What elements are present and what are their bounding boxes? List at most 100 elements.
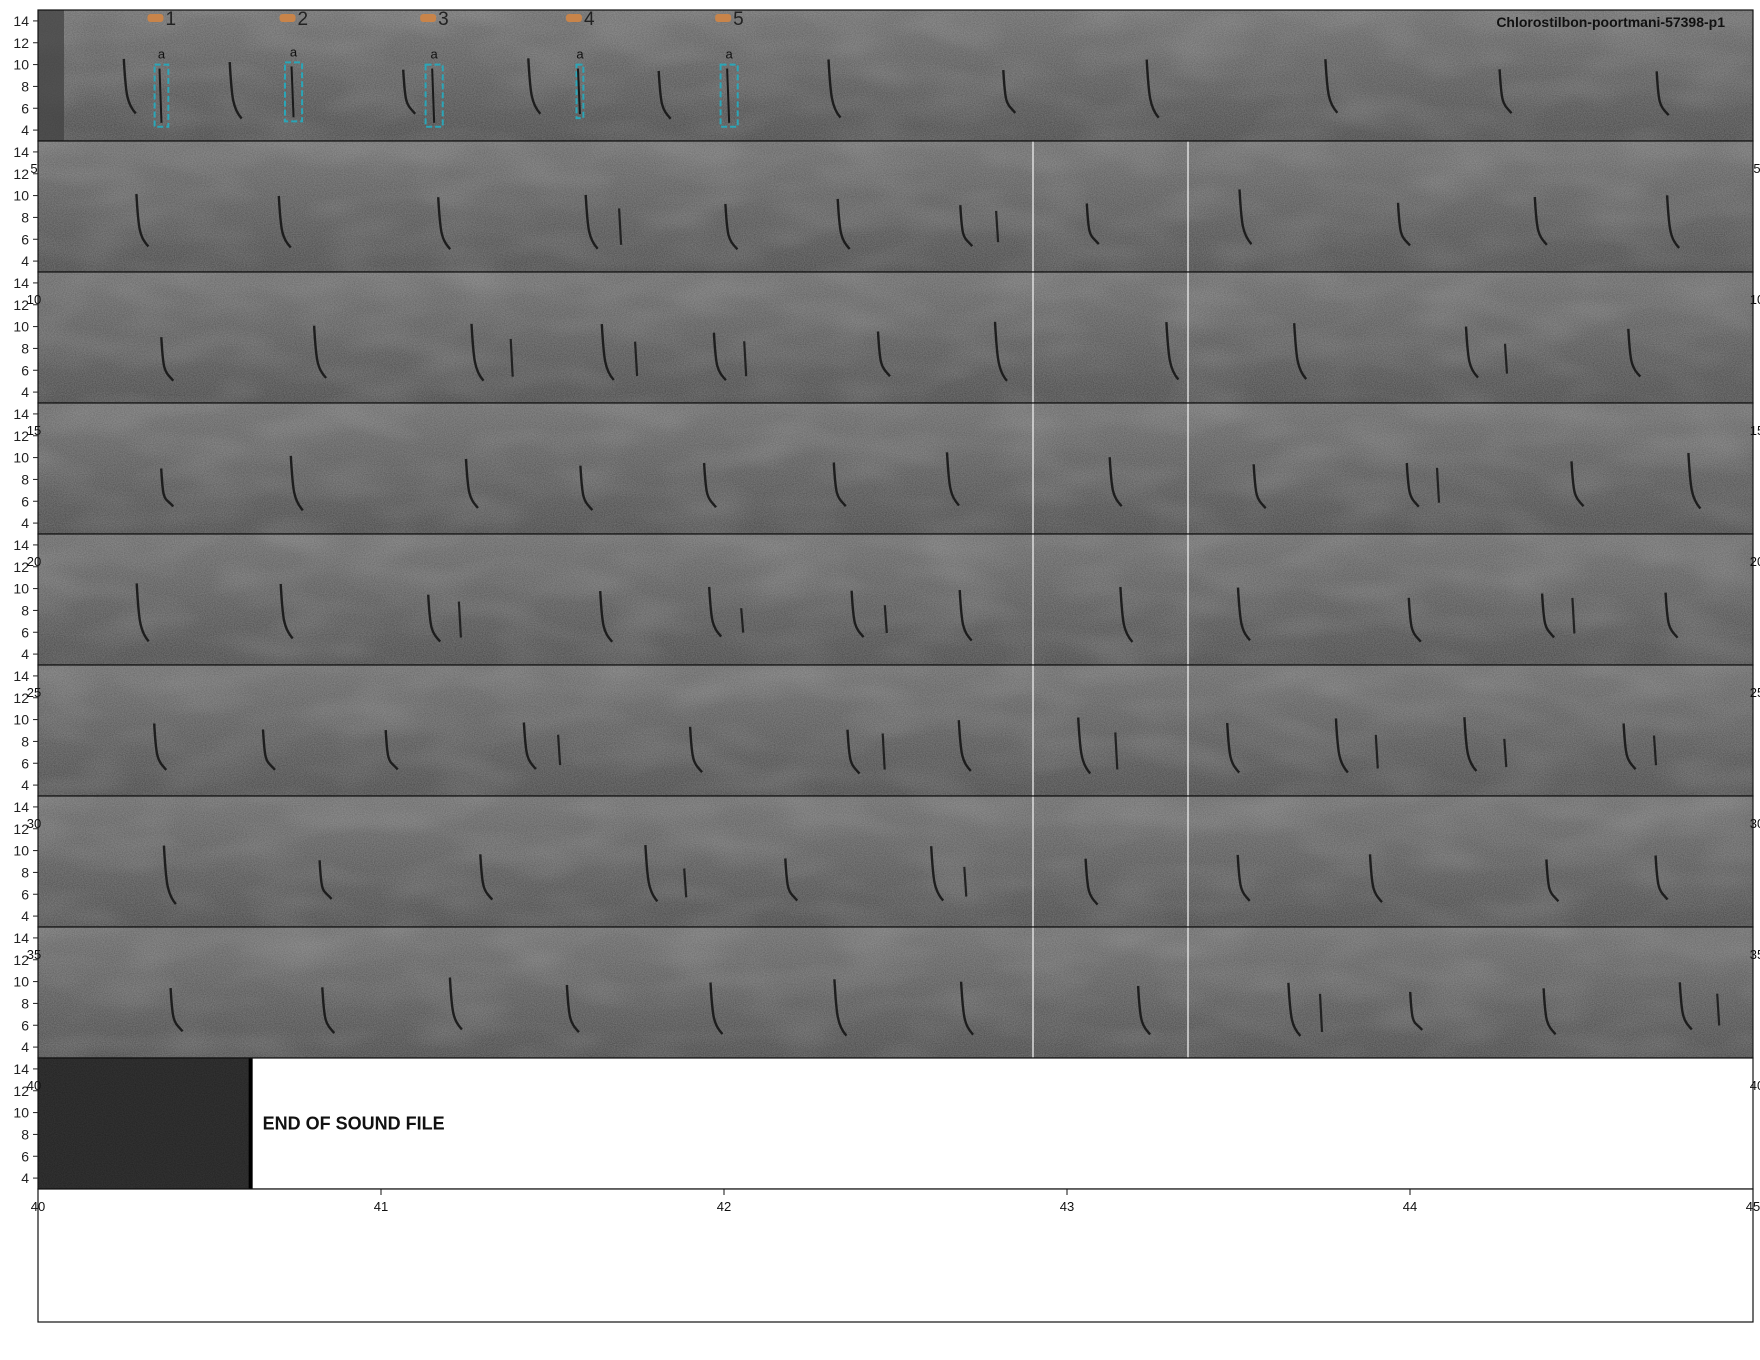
call-stroke: [724, 203, 739, 251]
call-stroke: [1545, 859, 1560, 903]
row-noise: [38, 10, 1753, 141]
row-end-time: 10: [1750, 292, 1760, 307]
onset-artifact: [38, 10, 64, 141]
y-tick-label: 6: [21, 493, 29, 509]
row-noise: [38, 403, 1753, 534]
y-tick-label: 4: [21, 1170, 29, 1186]
row-noise: [38, 927, 1753, 1058]
selection-box: [283, 61, 304, 123]
selected-call: [158, 68, 163, 123]
call-stroke: [427, 594, 442, 643]
call-stroke: [957, 720, 972, 772]
x-tick-label: 42: [717, 1199, 731, 1214]
call-stroke: [321, 987, 336, 1034]
call-stroke: [160, 468, 175, 508]
call-stroke: [827, 59, 842, 119]
call-stroke: [464, 458, 479, 509]
call-stroke: [708, 586, 723, 638]
spectrogram-row: 4681012143535: [13, 926, 1760, 1059]
y-tick-label: 14: [13, 13, 29, 29]
y-tick-label: 8: [21, 1126, 29, 1142]
call-stroke: [579, 465, 594, 511]
call-stroke: [1236, 854, 1251, 902]
call-stroke: [599, 591, 614, 643]
call-stroke: [1405, 462, 1420, 508]
y-tick-label: 8: [21, 78, 29, 94]
y-tick-label: 10: [13, 188, 29, 204]
call-stroke: [402, 69, 417, 115]
selection-box: [575, 63, 585, 120]
selection-number: 5: [733, 9, 744, 30]
x-tick-label: 41: [374, 1199, 388, 1214]
y-tick-label: 12: [13, 821, 29, 837]
call-stroke: [289, 455, 304, 512]
selection-box: [424, 63, 444, 128]
call-stroke: [522, 722, 537, 770]
y-tick-label: 14: [13, 144, 29, 160]
call-stroke: [584, 194, 599, 250]
y-tick-label: 10: [13, 319, 29, 335]
call-stroke: [1108, 457, 1123, 508]
row-start-time: 35: [27, 947, 41, 962]
selection-label: a: [431, 47, 439, 62]
y-tick-label: 12: [13, 35, 29, 51]
call-stroke: [600, 324, 615, 381]
selection-label: a: [290, 44, 298, 59]
call-stroke: [883, 605, 888, 634]
call-stroke: [1236, 587, 1251, 642]
call-stroke: [448, 977, 463, 1031]
row-end-time: 20: [1750, 554, 1760, 569]
row-noise: [38, 534, 1753, 665]
y-tick-label: 8: [21, 733, 29, 749]
row-start-time: 30: [27, 816, 41, 831]
call-stroke: [993, 321, 1008, 382]
call-stroke: [1407, 597, 1422, 643]
call-stroke: [1716, 993, 1721, 1026]
call-stroke: [959, 205, 974, 248]
call-stroke: [1627, 328, 1642, 378]
selection-label: a: [726, 47, 734, 62]
call-stroke: [712, 332, 727, 382]
y-tick-label: 8: [21, 209, 29, 225]
y-tick-label: 10: [13, 581, 29, 597]
call-stroke: [557, 734, 562, 766]
call-stroke: [963, 866, 968, 897]
selection-marker: [279, 14, 296, 22]
call-stroke: [279, 583, 294, 640]
call-stroke: [318, 860, 333, 900]
call-stroke: [527, 58, 542, 115]
selection-number: 2: [298, 9, 309, 30]
call-stroke: [470, 323, 485, 382]
call-stroke: [1119, 586, 1134, 643]
y-tick-label: 6: [21, 100, 29, 116]
call-stroke: [683, 868, 688, 898]
y-tick-label: 4: [21, 646, 29, 662]
recording-title: Chlorostilbon-poortmani-57398-p1: [1496, 14, 1725, 30]
call-stroke: [160, 337, 175, 382]
row-noise: [38, 665, 1753, 796]
y-tick-label: 8: [21, 995, 29, 1011]
call-stroke: [1571, 597, 1576, 634]
row-start-time: 5: [30, 161, 37, 176]
y-tick-label: 4: [21, 908, 29, 924]
x-tick-label: 40: [31, 1199, 45, 1214]
row-noise: [38, 272, 1753, 403]
call-stroke: [1435, 467, 1441, 503]
call-stroke: [930, 846, 945, 902]
call-stroke: [833, 979, 848, 1037]
call-stroke: [565, 984, 580, 1034]
call-stroke: [122, 58, 137, 115]
row-end-time: 15: [1750, 423, 1760, 438]
y-tick-label: 4: [21, 1039, 29, 1055]
call-stroke: [228, 62, 243, 120]
row-end-time: 25: [1750, 685, 1760, 700]
call-stroke: [153, 723, 168, 771]
spectrogram-row: 4681012141010: [13, 271, 1760, 404]
call-stroke: [958, 590, 973, 642]
call-stroke: [1238, 189, 1253, 246]
call-stroke: [1077, 717, 1092, 775]
call-stroke: [743, 341, 748, 377]
call-stroke: [688, 726, 703, 774]
